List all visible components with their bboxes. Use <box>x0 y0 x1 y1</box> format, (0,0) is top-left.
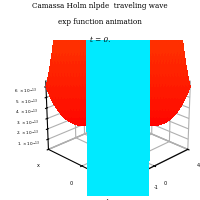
Text: exp function animation: exp function animation <box>58 18 142 26</box>
Text: Camassa Holm nlpde  traveling wave: Camassa Holm nlpde traveling wave <box>32 2 168 10</box>
Text: t = 0.: t = 0. <box>90 36 110 44</box>
